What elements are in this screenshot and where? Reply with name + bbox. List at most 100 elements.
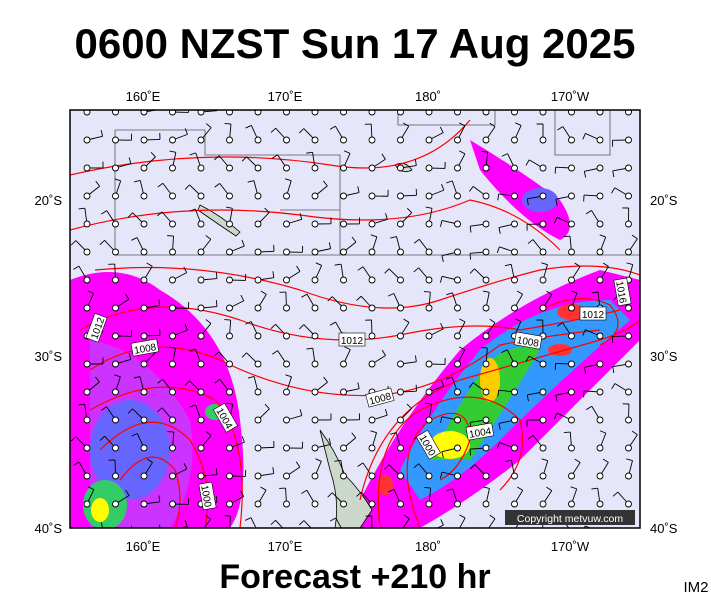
new-caledonia (197, 204, 241, 237)
wind-barb (167, 431, 176, 452)
barb-station (426, 529, 432, 535)
barb-station (83, 388, 91, 396)
barb-station (169, 276, 176, 284)
isobar-label-box (338, 332, 366, 347)
barb-feather (459, 514, 466, 519)
barb-feather (546, 290, 553, 296)
barb-station (511, 304, 518, 312)
wind-barb (488, 514, 496, 528)
barb-feather (425, 402, 432, 405)
barb-station (425, 248, 433, 256)
barb-station (197, 332, 205, 340)
barb-feather (388, 98, 394, 101)
barb-station (140, 388, 148, 396)
barb-station (283, 500, 290, 508)
wind-barb (505, 459, 518, 480)
barb-station (568, 444, 575, 452)
barb-feather (328, 101, 333, 105)
barb-station (397, 248, 404, 256)
wind-barb (223, 515, 231, 528)
barb-station (283, 332, 290, 340)
wind-barb (497, 388, 518, 397)
lon-label: 180˚ (415, 89, 441, 104)
barb-station (368, 360, 376, 368)
barb-feather (384, 268, 390, 274)
barb-station (625, 220, 632, 228)
barb-feather (284, 178, 292, 182)
barb-station (311, 416, 319, 424)
barb-feather (315, 458, 322, 462)
wind-barb (482, 290, 490, 312)
wind-barb (83, 376, 100, 396)
barb-feather (387, 488, 395, 493)
wind-barb (568, 290, 578, 312)
barb-feather (612, 491, 619, 497)
isobar-label-text: 1012 (341, 336, 364, 347)
wind-barb (563, 235, 575, 256)
wind-barb (224, 123, 233, 144)
barb-feather (482, 290, 490, 293)
barb-station (226, 332, 233, 340)
isobar-label-box (513, 331, 543, 350)
wind-barb (131, 433, 148, 452)
barb-station (539, 472, 547, 480)
barb-station (482, 304, 490, 312)
barb-feather (468, 382, 474, 389)
barb-station (625, 360, 632, 368)
barb-feather (87, 486, 95, 490)
barb-station (369, 529, 375, 535)
barb-feather (441, 184, 445, 191)
barb-station (512, 529, 518, 535)
wind-barb (169, 346, 176, 368)
barb-feather (440, 322, 444, 330)
barb-station (482, 248, 490, 256)
barb-feather (189, 404, 196, 408)
lat-label: 30˚S (35, 349, 63, 364)
wind-barb (612, 136, 632, 147)
barb-feather (469, 253, 472, 260)
rain-area (90, 400, 170, 500)
barb-station (397, 192, 404, 200)
barb-feather (215, 496, 218, 503)
rain-area (557, 304, 587, 320)
barb-feather (497, 193, 500, 201)
barb-staff (335, 517, 342, 528)
barb-feather (87, 290, 94, 294)
wind-barb (557, 126, 575, 144)
wind-barb (368, 213, 388, 228)
barb-station (398, 529, 404, 535)
barb-station (397, 416, 404, 424)
barb-station (254, 360, 262, 368)
barb-station (482, 416, 490, 424)
barb-feather (128, 353, 132, 360)
barb-station (140, 360, 148, 368)
barb-feather (357, 382, 360, 389)
barb-station (539, 192, 547, 200)
barb-feather (445, 376, 453, 380)
barb-feather (245, 321, 252, 325)
barb-feather (184, 128, 188, 135)
barb-station (482, 500, 490, 508)
wind-barb (108, 263, 119, 284)
barb-feather (357, 186, 360, 193)
barb-station (140, 110, 148, 116)
wind-barb (454, 110, 461, 116)
barb-feather (158, 495, 161, 502)
barb-feather (271, 154, 278, 159)
barb-station (283, 444, 290, 452)
wind-barb (189, 152, 205, 172)
wind-barb (334, 263, 347, 284)
barb-station (454, 332, 461, 340)
barb-station (340, 248, 347, 256)
barb-station (84, 529, 90, 535)
barb-feather (245, 517, 252, 521)
barb-feather (189, 208, 196, 212)
wind-barb (583, 360, 604, 374)
wind-barb (254, 271, 275, 284)
barb-station (112, 360, 119, 368)
wind-barb (245, 517, 257, 528)
barb-station (226, 192, 233, 200)
barb-station (169, 220, 176, 228)
wind-barb (112, 489, 130, 508)
wind-barb (596, 234, 607, 256)
